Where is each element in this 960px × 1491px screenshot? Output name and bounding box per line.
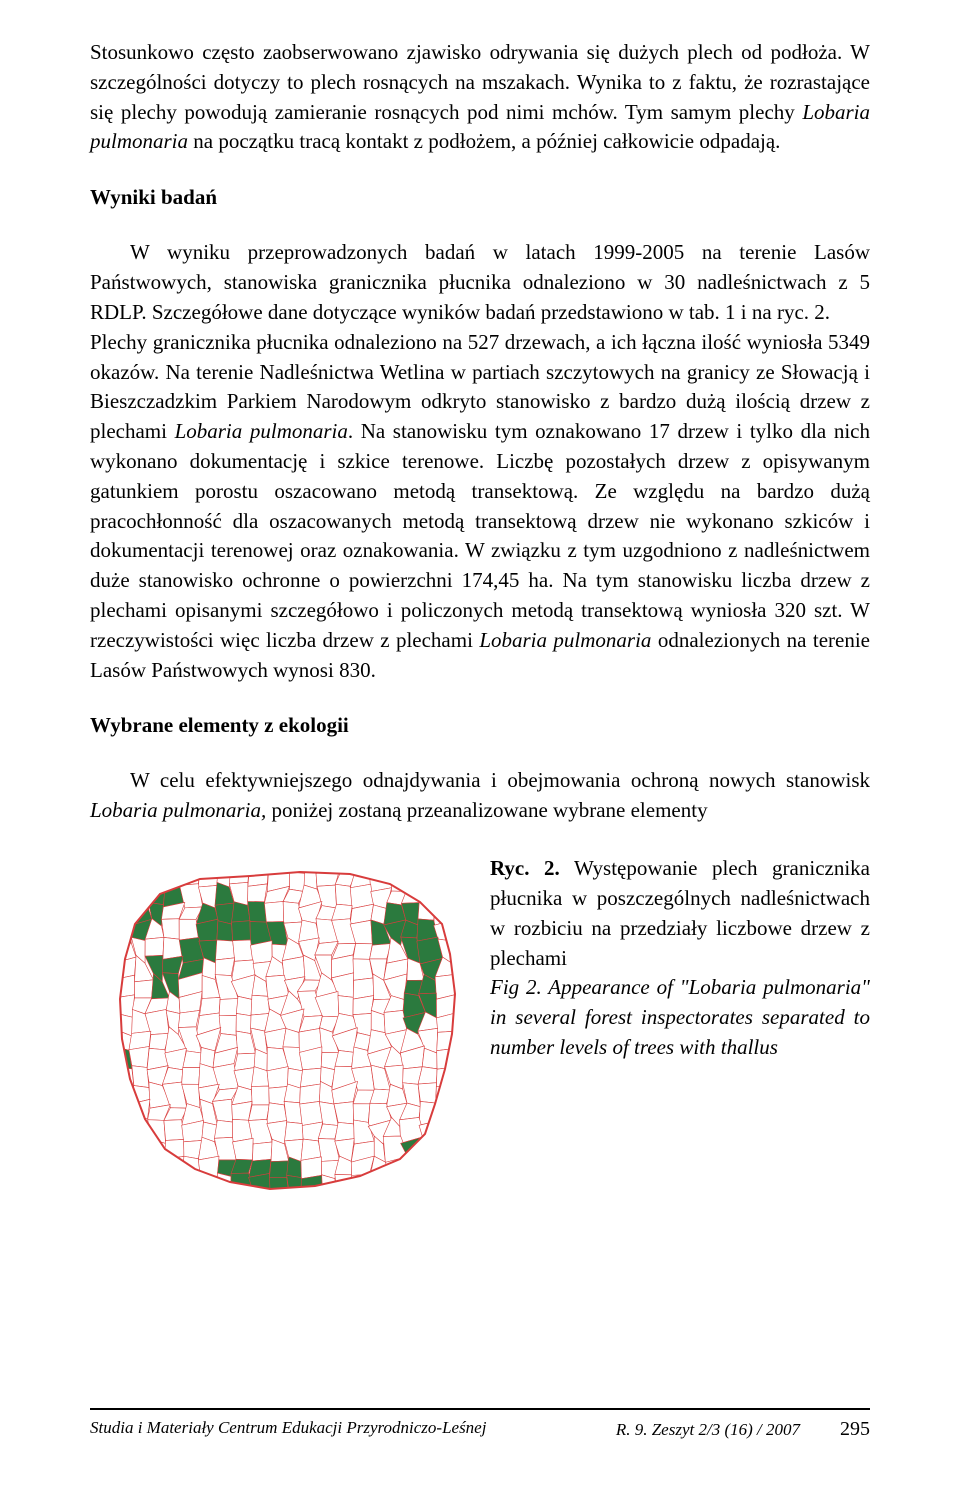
section-results-heading: Wyniki badań bbox=[90, 185, 870, 210]
poland-map bbox=[90, 854, 470, 1204]
figure-row: Ryc. 2. Występowanie plech granicznika p… bbox=[90, 854, 870, 1204]
footer-journal: Studia i Materiały Centrum Edukacji Przy… bbox=[90, 1418, 486, 1441]
section-ecology-heading: Wybrane elementy z ekologii bbox=[90, 713, 870, 738]
ecology-text-2: poniżej zostaną przeanalizowane wybrane … bbox=[266, 798, 707, 822]
intro-text-1: Stosunkowo często zaobserwowano zjawisko… bbox=[90, 40, 870, 124]
footer-issue: R. 9. Zeszyt 2/3 (16) / 2007 bbox=[616, 1420, 800, 1440]
figure-caption-en: Fig 2. Appearance of "Lobaria pulmonaria… bbox=[490, 975, 870, 1059]
map-svg bbox=[90, 854, 470, 1204]
ecology-paragraph: W celu efektywniejszego odnajdywania i o… bbox=[90, 766, 870, 826]
results-paragraph: W wyniku przeprowadzonych badań w latach… bbox=[90, 238, 870, 685]
ecology-italic: Lobaria pulmonaria, bbox=[90, 798, 266, 822]
page-number: 295 bbox=[840, 1418, 870, 1441]
ecology-text-1: W celu efektywniejszego odnajdywania i o… bbox=[130, 768, 870, 792]
results-text-1: W wyniku przeprowadzonych badań w latach… bbox=[90, 240, 870, 324]
results-italic-2: Lobaria pulmonaria bbox=[479, 628, 651, 652]
intro-text-2: na początku tracą kontakt z podłożem, a … bbox=[188, 129, 780, 153]
page-footer: Studia i Materiały Centrum Edukacji Przy… bbox=[90, 1408, 870, 1441]
intro-paragraph: Stosunkowo często zaobserwowano zjawisko… bbox=[90, 38, 870, 157]
results-italic-1: Lobaria pulmonaria bbox=[175, 419, 348, 443]
figure-caption: Ryc. 2. Występowanie plech granicznika p… bbox=[490, 854, 870, 1063]
figure-label: Ryc. 2. bbox=[490, 856, 560, 880]
results-text-3: . Na stanowisku tym oznakowano 17 drzew … bbox=[90, 419, 870, 652]
